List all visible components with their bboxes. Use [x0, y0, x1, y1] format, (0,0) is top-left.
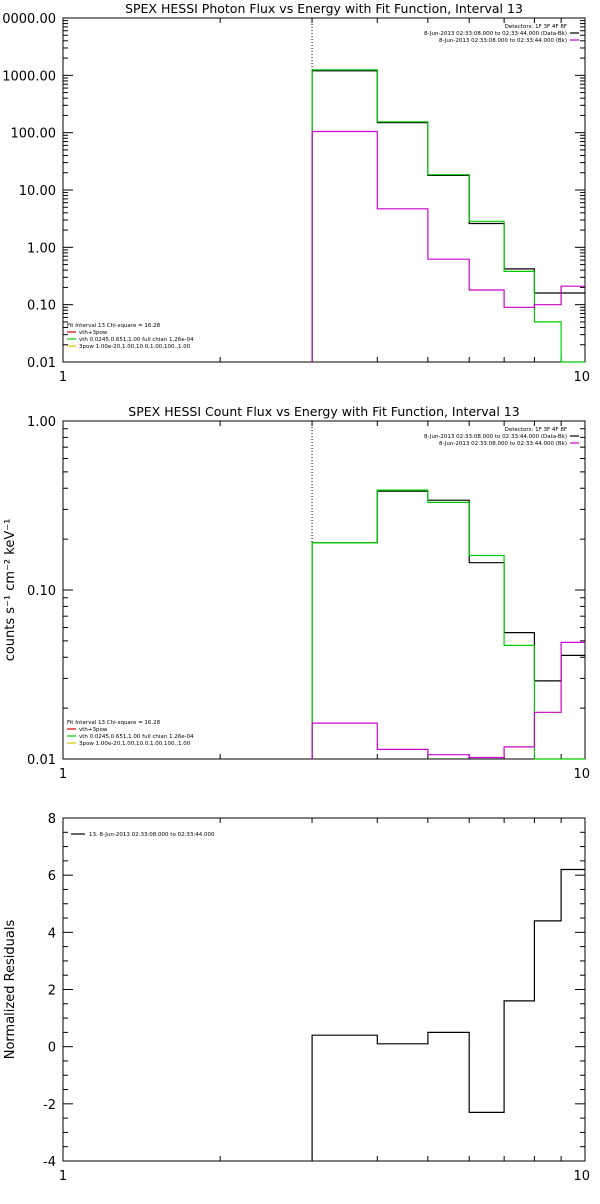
x-tick-label: 10	[573, 1169, 590, 1184]
legend-right-text: 8-Jun-2013 02:33:08.000 to 02:33:44.000 …	[424, 434, 567, 440]
y-tick-label: 10.00	[19, 184, 56, 199]
series-step-line-0	[311, 490, 585, 759]
legend-left-text: 3pow 1.00e-20,1.00,10.0,1.00,100.,1.00	[79, 344, 191, 350]
residuals-panel: 1 10 -4 -2 0 2 4 6 8 Normalized Residuals 13. 8-Ju…	[3, 812, 590, 1184]
x-tick-label: 1	[59, 370, 67, 385]
y-tick-label: 1.00	[27, 241, 56, 256]
y-tick-label: 0	[48, 1041, 56, 1056]
y-tick-label: 0.01	[27, 753, 56, 768]
legend-right-text: Detectors: 1F 3F 4F 8F	[505, 427, 567, 433]
legend-left-text: vth 0.0245,0.651,1.00 full chian 1.26e-0…	[79, 337, 194, 343]
y-tick-label: 2	[48, 984, 56, 999]
legend-right-text: 8-Jun-2013 02:33:08.000 to 02:33:44.000 …	[439, 441, 567, 447]
plot-frame	[62, 420, 586, 760]
legend-left-text: Fit Interval 13 Chi-square = 16.28	[67, 323, 161, 329]
plot-frame	[62, 817, 586, 1162]
series-step-line-2	[311, 641, 585, 759]
count-flux-panel: SPEX HESSI Count Flux vs Energy with Fit…	[3, 404, 590, 782]
y-tick-label: -4	[43, 1155, 56, 1170]
legend-right-text: 8-Jun-2013 02:33:08.000 to 02:33:44.000 …	[424, 31, 567, 37]
legend-left-text: vth+3pow	[79, 330, 108, 336]
y-tick-label: 4	[48, 926, 56, 941]
y-tick-label: 0000.00	[2, 12, 56, 27]
x-tick-label: 1	[59, 1169, 67, 1184]
y-tick-label: 0.01	[27, 356, 56, 371]
y-tick-label: -2	[43, 1098, 56, 1113]
series-step-line-0	[311, 868, 585, 1161]
series-step-line-1	[311, 489, 585, 760]
y-axis-label: Normalized Residuals	[3, 920, 18, 1060]
series-step-line-2	[311, 130, 585, 362]
legend-right-text: Detectors: 1F 3F 4F 8F	[505, 24, 567, 30]
y-tick-label: 8	[48, 812, 56, 827]
x-tick-label: 10	[573, 767, 590, 782]
photon-flux-panel: SPEX HESSI Photon Flux vs Energy with Fi…	[2, 1, 590, 385]
y-axis-label: counts s⁻¹ cm⁻² keV⁻¹	[3, 519, 18, 662]
legend-left-text: 3pow 1.00e-20,1.00,10.0,1.00,100.,1.00	[79, 741, 191, 747]
y-tick-label: 0.10	[27, 299, 56, 314]
series-step-line-0	[311, 70, 585, 362]
legend-left-text: Fit Interval 13 Chi-square = 16.28	[67, 720, 161, 726]
legend-left-text: 13. 8-Jun-2013 02:33:08.000 to 02:33:44.…	[89, 832, 215, 838]
legend-left-text: vth 0.0245,0.651,1.00 full chian 1.26e-0…	[79, 734, 194, 740]
x-tick-label: 1	[59, 767, 67, 782]
y-tick-label: 1000.00	[2, 69, 56, 84]
series-step-line-1	[311, 69, 585, 363]
chart-title: SPEX HESSI Photon Flux vs Energy with Fi…	[125, 1, 523, 16]
y-tick-label: 1.00	[27, 415, 56, 430]
y-tick-label: 0.10	[27, 584, 56, 599]
x-tick-label: 10	[573, 370, 590, 385]
chart-title: SPEX HESSI Count Flux vs Energy with Fit…	[128, 404, 519, 419]
y-tick-label: 6	[48, 869, 56, 884]
y-tick-label: 100.00	[11, 127, 57, 142]
legend-left-text: vth+3pow	[79, 727, 108, 733]
legend-right-text: 8-Jun-2013 02:33:08.000 to 02:33:44.000 …	[439, 38, 567, 44]
